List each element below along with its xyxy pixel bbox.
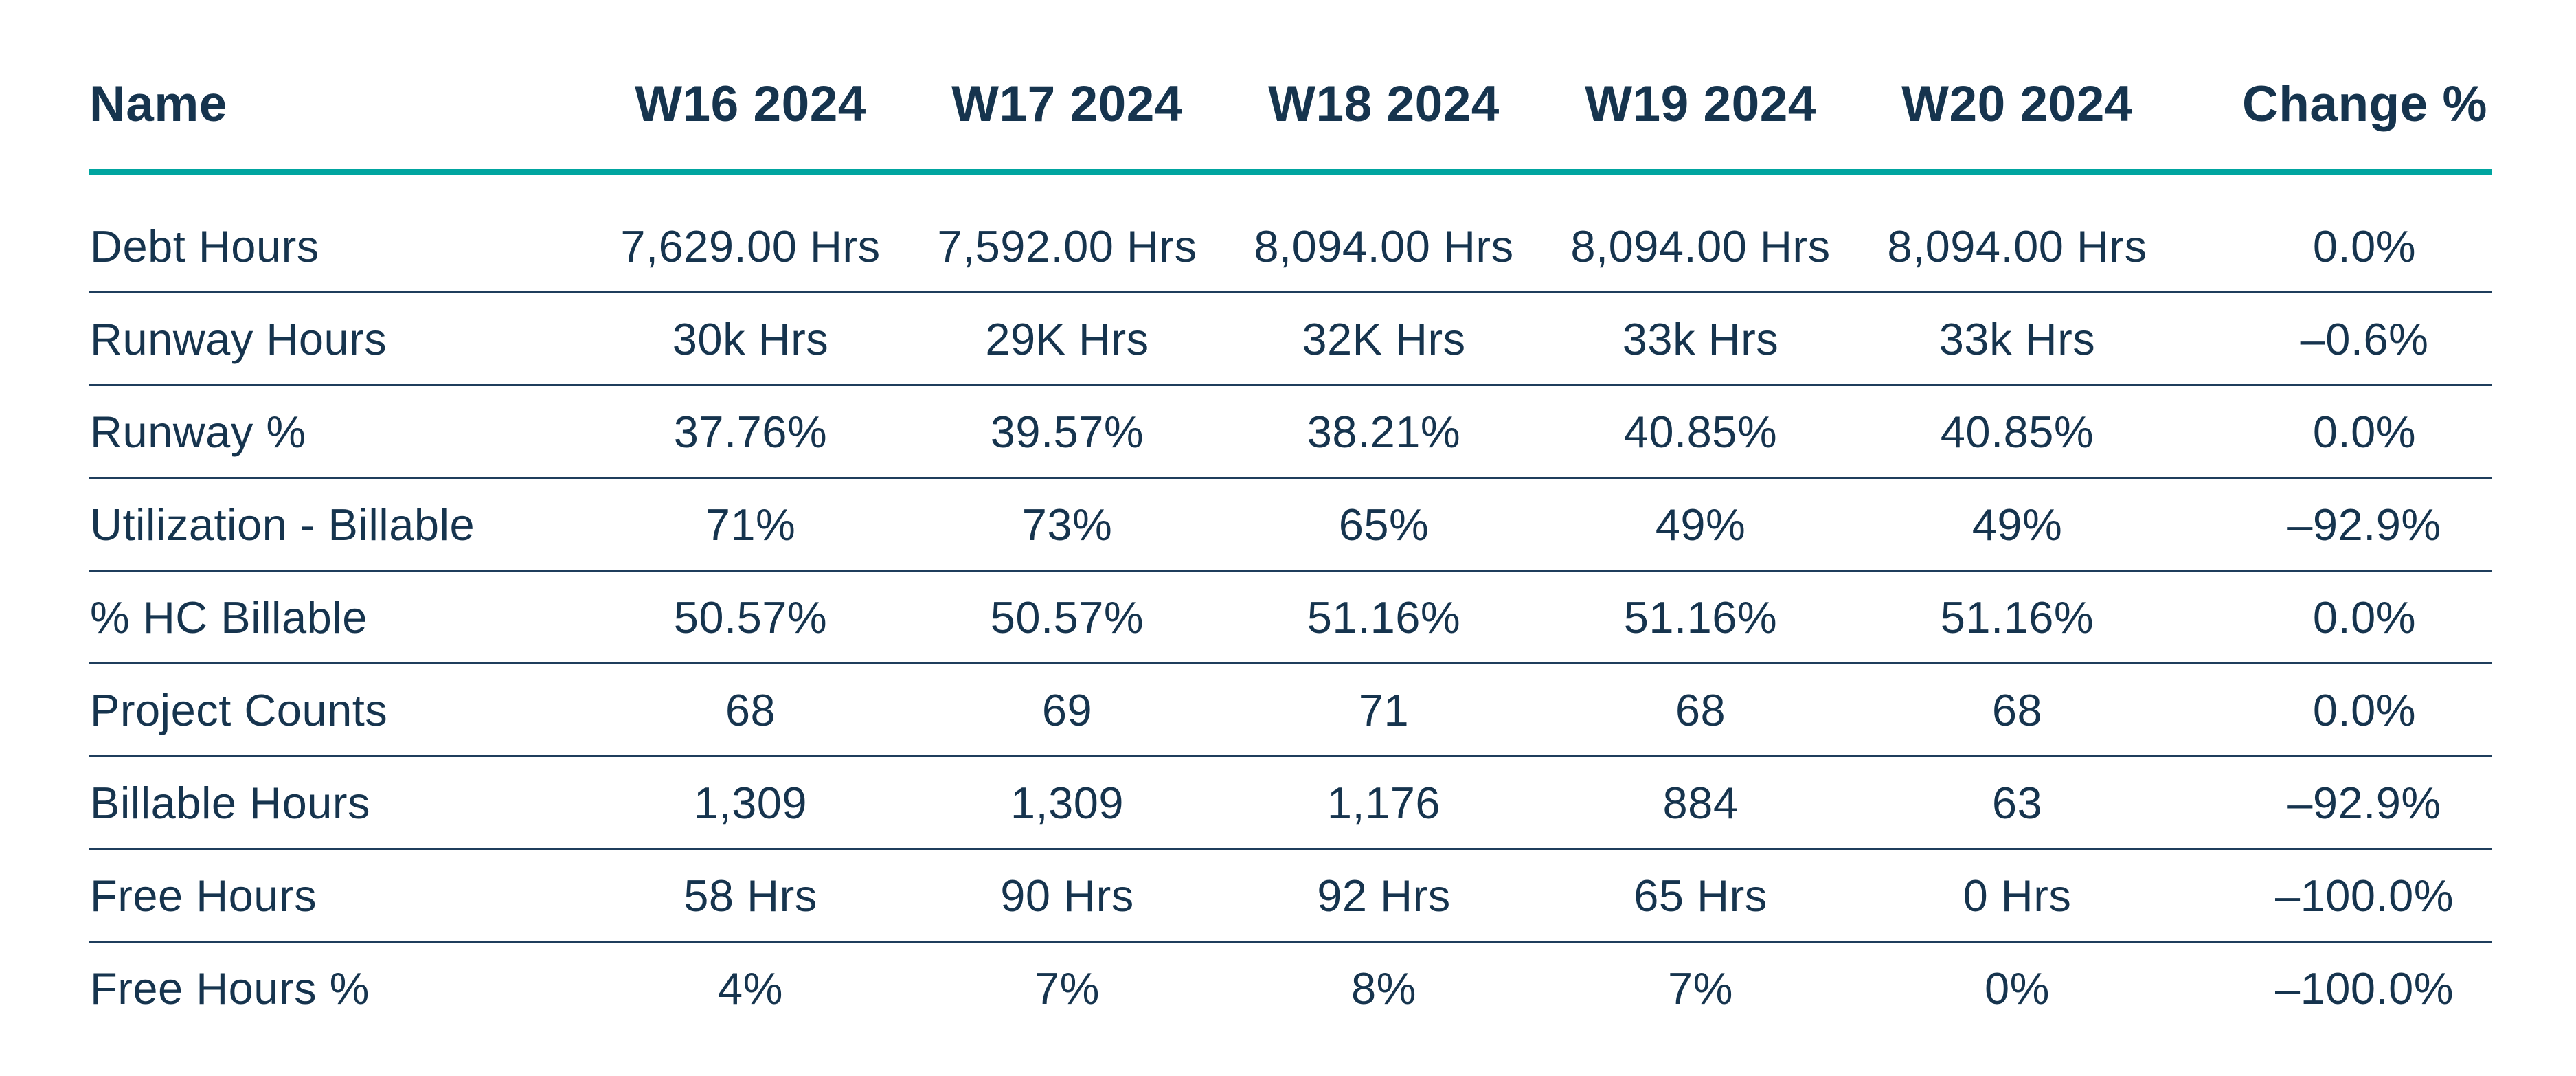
cell-w18: 71 xyxy=(1225,662,1542,756)
column-header-w16-2024: W16 2024 xyxy=(592,0,909,175)
table-row-utilization-billable: Utilization - Billable 71% 73% 65% 49% 4… xyxy=(89,477,2492,571)
cell-w20: 8,094.00 Hrs xyxy=(1887,221,2147,271)
table-row-billable-hours: Billable Hours 1,309 1,309 1,176 884 63 … xyxy=(89,755,2492,849)
column-header-name: Name xyxy=(89,0,592,175)
cell-w19: 7% xyxy=(1542,941,1859,1033)
cell-w18: 38.21% xyxy=(1225,384,1542,478)
cell-w16: 1,309 xyxy=(592,755,909,849)
cell-w16: 7,629.00 Hrs xyxy=(620,221,881,271)
cell-w17: 7,592.00 Hrs xyxy=(937,221,1197,271)
cell-w18: 51.16% xyxy=(1225,570,1542,664)
cell-w16: 50.57% xyxy=(592,570,909,664)
table-header-row: Name W16 2024 W17 2024 W18 2024 W19 2024… xyxy=(89,0,2492,175)
row-label: Utilization - Billable xyxy=(89,477,592,571)
cell-w16: 68 xyxy=(592,662,909,756)
cell-w17: 29K Hrs xyxy=(909,291,1225,385)
cell-w18: 8% xyxy=(1225,941,1542,1033)
cell-change: –100.0% xyxy=(2176,941,2492,1033)
cell-w16: 58 Hrs xyxy=(592,848,909,942)
cell-w20: 40.85% xyxy=(1859,384,2176,478)
row-label: Free Hours xyxy=(89,848,592,942)
cell-w17: 90 Hrs xyxy=(909,848,1225,942)
cell-w19: 40.85% xyxy=(1542,384,1859,478)
cell-change: 0.0% xyxy=(2312,221,2417,271)
row-label: Runway Hours xyxy=(89,291,592,385)
cell-w19: 33k Hrs xyxy=(1542,291,1859,385)
cell-w17: 73% xyxy=(909,477,1225,571)
cell-w20: 49% xyxy=(1859,477,2176,571)
column-header-change: Change % xyxy=(2176,0,2492,175)
cell-w16: 30k Hrs xyxy=(592,291,909,385)
cell-w19: 884 xyxy=(1542,755,1859,849)
column-header-w19-2024: W19 2024 xyxy=(1542,0,1859,175)
cell-w17: 1,309 xyxy=(909,755,1225,849)
row-label: Free Hours % xyxy=(89,941,592,1033)
cell-w16: 37.76% xyxy=(592,384,909,478)
metrics-table: Name W16 2024 W17 2024 W18 2024 W19 2024… xyxy=(89,0,2492,1033)
cell-w19: 51.16% xyxy=(1542,570,1859,664)
cell-w16: 4% xyxy=(592,941,909,1033)
cell-w16: 71% xyxy=(592,477,909,571)
table-row-runway-percent: Runway % 37.76% 39.57% 38.21% 40.85% 40.… xyxy=(89,384,2492,478)
cell-w18: 1,176 xyxy=(1225,755,1542,849)
cell-w20: 33k Hrs xyxy=(1859,291,2176,385)
cell-w18: 65% xyxy=(1225,477,1542,571)
cell-w19: 49% xyxy=(1542,477,1859,571)
cell-change: –0.6% xyxy=(2176,291,2492,385)
cell-w19: 8,094.00 Hrs xyxy=(1570,221,1831,271)
table-row-project-counts: Project Counts 68 69 71 68 68 0.0% xyxy=(89,662,2492,756)
cell-change: 0.0% xyxy=(2176,662,2492,756)
cell-change: 0.0% xyxy=(2176,384,2492,478)
cell-w17: 7% xyxy=(909,941,1225,1033)
cell-w19: 68 xyxy=(1542,662,1859,756)
cell-change: –92.9% xyxy=(2176,477,2492,571)
cell-change: –92.9% xyxy=(2176,755,2492,849)
cell-w20: 63 xyxy=(1859,755,2176,849)
row-label: Billable Hours xyxy=(89,755,592,849)
table-row-free-hours-percent: Free Hours % 4% 7% 8% 7% 0% –100.0% xyxy=(89,941,2492,1033)
cell-w17: 50.57% xyxy=(909,570,1225,664)
cell-w18: 92 Hrs xyxy=(1225,848,1542,942)
table-row-runway-hours: Runway Hours 30k Hrs 29K Hrs 32K Hrs 33k… xyxy=(89,291,2492,385)
cell-w18: 8,094.00 Hrs xyxy=(1254,221,1514,271)
cell-w20: 51.16% xyxy=(1859,570,2176,664)
table-row-free-hours: Free Hours 58 Hrs 90 Hrs 92 Hrs 65 Hrs 0… xyxy=(89,848,2492,942)
cell-w18: 32K Hrs xyxy=(1225,291,1542,385)
row-label: % HC Billable xyxy=(89,570,592,664)
row-label: Project Counts xyxy=(89,662,592,756)
cell-change: –100.0% xyxy=(2176,848,2492,942)
table-row-debt-hours: Debt Hours 7,629.00 Hrs 7,592.00 Hrs 8,0… xyxy=(89,172,2492,293)
cell-w20: 0 Hrs xyxy=(1859,848,2176,942)
cell-w20: 68 xyxy=(1859,662,2176,756)
cell-w17: 69 xyxy=(909,662,1225,756)
column-header-w17-2024: W17 2024 xyxy=(909,0,1225,175)
weekly-metrics-report: Name W16 2024 W17 2024 W18 2024 W19 2024… xyxy=(89,0,2492,1033)
cell-w17: 39.57% xyxy=(909,384,1225,478)
cell-change: 0.0% xyxy=(2176,570,2492,664)
cell-w20: 0% xyxy=(1859,941,2176,1033)
row-label: Debt Hours xyxy=(90,221,319,271)
column-header-w20-2024: W20 2024 xyxy=(1859,0,2176,175)
row-label: Runway % xyxy=(89,384,592,478)
cell-w19: 65 Hrs xyxy=(1542,848,1859,942)
column-header-w18-2024: W18 2024 xyxy=(1225,0,1542,175)
table-row-hc-billable: % HC Billable 50.57% 50.57% 51.16% 51.16… xyxy=(89,570,2492,664)
